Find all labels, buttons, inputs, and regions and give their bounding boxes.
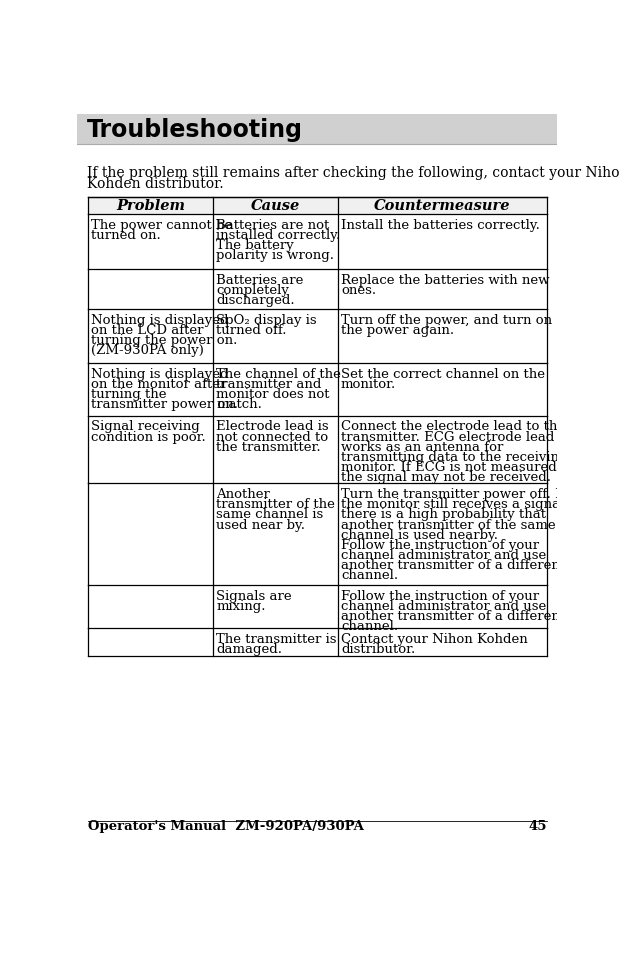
Bar [89, 198, 547, 214]
Text: Signal receiving: Signal receiving [92, 420, 200, 433]
Text: Countermeasure: Countermeasure [374, 199, 511, 213]
Text: on the LCD after: on the LCD after [92, 324, 204, 337]
Text: transmitter power on.: transmitter power on. [92, 398, 238, 411]
Text: installed correctly.: installed correctly. [216, 229, 340, 241]
Text: condition is poor.: condition is poor. [92, 431, 206, 443]
Text: Connect the electrode lead to the: Connect the electrode lead to the [341, 420, 565, 433]
Text: damaged.: damaged. [216, 642, 282, 655]
Text: Kohden distributor.: Kohden distributor. [87, 177, 223, 191]
Text: The power cannot be: The power cannot be [92, 218, 233, 232]
Text: not connected to: not connected to [216, 431, 328, 443]
Text: Follow the instruction of your: Follow the instruction of your [341, 589, 539, 603]
Text: turned off.: turned off. [216, 324, 287, 337]
Text: Set the correct channel on the: Set the correct channel on the [341, 368, 545, 381]
Text: Cause: Cause [251, 199, 300, 213]
Text: Replace the batteries with new: Replace the batteries with new [341, 274, 550, 287]
Text: transmitter and: transmitter and [216, 378, 321, 391]
Text: transmitter of the: transmitter of the [216, 498, 335, 511]
Text: 45: 45 [529, 819, 547, 832]
Text: monitor does not: monitor does not [216, 388, 330, 401]
Text: Contact your Nihon Kohden: Contact your Nihon Kohden [341, 632, 527, 646]
Text: Electrode lead is: Electrode lead is [216, 420, 329, 433]
Text: used near by.: used near by. [216, 518, 305, 531]
Text: channel administrator and use: channel administrator and use [341, 600, 546, 612]
Text: channel.: channel. [341, 568, 398, 581]
Text: the signal may not be received.: the signal may not be received. [341, 471, 551, 483]
Text: distributor.: distributor. [341, 642, 415, 655]
Text: The battery: The battery [216, 238, 294, 252]
Text: there is a high probability that: there is a high probability that [341, 508, 546, 521]
Text: works as an antenna for: works as an antenna for [341, 440, 503, 454]
Text: Install the batteries correctly.: Install the batteries correctly. [341, 218, 540, 232]
Text: If the problem still remains after checking the following, contact your Nihon: If the problem still remains after check… [87, 166, 619, 180]
Text: Follow the instruction of your: Follow the instruction of your [341, 538, 539, 551]
Text: match.: match. [216, 398, 262, 411]
Text: turned on.: turned on. [92, 229, 161, 241]
Text: SpO₂ display is: SpO₂ display is [216, 314, 317, 327]
Text: polarity is wrong.: polarity is wrong. [216, 249, 334, 261]
Text: another transmitter of a different: another transmitter of a different [341, 558, 565, 571]
Text: Signals are: Signals are [216, 589, 292, 603]
Text: completely: completely [216, 283, 289, 297]
Text: turning the power on.: turning the power on. [92, 334, 238, 347]
Text: Troubleshooting: Troubleshooting [87, 118, 303, 142]
Text: monitor.: monitor. [341, 378, 396, 391]
Text: mixing.: mixing. [216, 600, 266, 612]
Text: Nothing is displayed: Nothing is displayed [92, 314, 229, 327]
Text: the monitor still receives a signal,: the monitor still receives a signal, [341, 498, 568, 511]
Text: Batteries are: Batteries are [216, 274, 303, 287]
Text: transmitting data to the receiving: transmitting data to the receiving [341, 451, 568, 463]
Text: monitor. If ECG is not measured,: monitor. If ECG is not measured, [341, 460, 561, 474]
Text: channel.: channel. [341, 620, 398, 632]
Text: The transmitter is: The transmitter is [216, 632, 337, 646]
Text: (ZM-930PA only): (ZM-930PA only) [92, 344, 204, 357]
Text: The channel of the: The channel of the [216, 368, 341, 381]
Text: another transmitter of the same: another transmitter of the same [341, 518, 555, 531]
Text: Problem: Problem [116, 199, 185, 213]
Text: Turn the transmitter power off. If: Turn the transmitter power off. If [341, 488, 565, 501]
Text: on the monitor after: on the monitor after [92, 378, 227, 391]
Text: channel is used nearby.: channel is used nearby. [341, 528, 498, 541]
Text: discharged.: discharged. [216, 294, 295, 307]
Text: another transmitter of a different: another transmitter of a different [341, 609, 565, 623]
Text: same channel is: same channel is [216, 508, 323, 521]
Text: Nothing is displayed: Nothing is displayed [92, 368, 229, 381]
Text: turning the: turning the [92, 388, 167, 401]
Text: transmitter. ECG electrode lead: transmitter. ECG electrode lead [341, 431, 554, 443]
Text: the transmitter.: the transmitter. [216, 440, 321, 454]
Text: Operator's Manual  ZM-920PA/930PA: Operator's Manual ZM-920PA/930PA [89, 819, 364, 832]
Text: ones.: ones. [341, 283, 376, 297]
Text: Another: Another [216, 488, 270, 501]
Text: the power again.: the power again. [341, 324, 454, 337]
Bar [77, 115, 557, 144]
Text: Batteries are not: Batteries are not [216, 218, 329, 232]
Text: Turn off the power, and turn on: Turn off the power, and turn on [341, 314, 552, 327]
Text: channel administrator and use: channel administrator and use [341, 548, 546, 561]
